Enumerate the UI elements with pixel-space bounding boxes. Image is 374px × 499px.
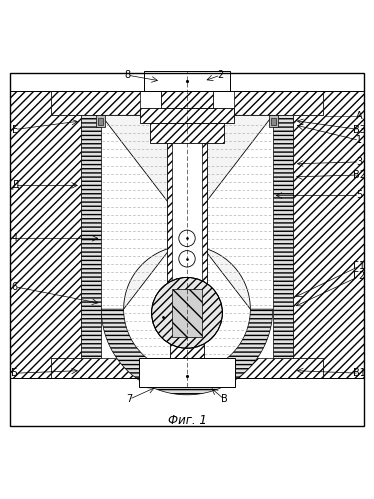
Text: A: A <box>356 111 362 121</box>
Polygon shape <box>81 115 101 358</box>
Text: Д: Д <box>11 181 19 191</box>
Polygon shape <box>234 358 323 378</box>
Bar <box>96 115 105 127</box>
Bar <box>269 115 278 127</box>
Text: Е: Е <box>12 125 18 135</box>
Text: 7: 7 <box>126 394 132 404</box>
Text: В3: В3 <box>353 125 365 135</box>
Text: В1: В1 <box>353 368 365 378</box>
Polygon shape <box>140 108 234 123</box>
Bar <box>98 118 103 125</box>
Text: 6: 6 <box>12 282 18 292</box>
Bar <box>144 71 230 91</box>
Text: Фиг. 1: Фиг. 1 <box>168 414 206 428</box>
Text: 5: 5 <box>356 191 362 201</box>
Bar <box>161 91 213 108</box>
Polygon shape <box>51 358 140 378</box>
Circle shape <box>151 277 223 348</box>
Text: 3: 3 <box>356 157 362 167</box>
Bar <box>172 143 202 302</box>
Text: Г2: Г2 <box>353 271 365 281</box>
Circle shape <box>179 230 195 247</box>
Text: 2: 2 <box>217 70 224 80</box>
Polygon shape <box>273 115 293 358</box>
Polygon shape <box>150 123 224 143</box>
Text: 4: 4 <box>12 234 18 244</box>
Text: 8: 8 <box>124 70 131 80</box>
Bar <box>166 143 208 302</box>
Polygon shape <box>101 115 273 309</box>
Text: Г1: Г1 <box>353 261 365 271</box>
Text: Б: Б <box>12 368 18 378</box>
Text: В2: В2 <box>353 170 366 180</box>
Polygon shape <box>10 91 81 378</box>
Polygon shape <box>234 91 323 115</box>
Polygon shape <box>51 91 140 115</box>
Text: В: В <box>221 394 228 404</box>
Bar <box>271 118 276 125</box>
Text: 1: 1 <box>356 135 362 145</box>
Polygon shape <box>293 91 364 378</box>
Circle shape <box>179 250 195 267</box>
Bar <box>172 288 202 337</box>
Bar <box>170 335 204 358</box>
Polygon shape <box>101 309 273 395</box>
Bar <box>138 358 236 387</box>
